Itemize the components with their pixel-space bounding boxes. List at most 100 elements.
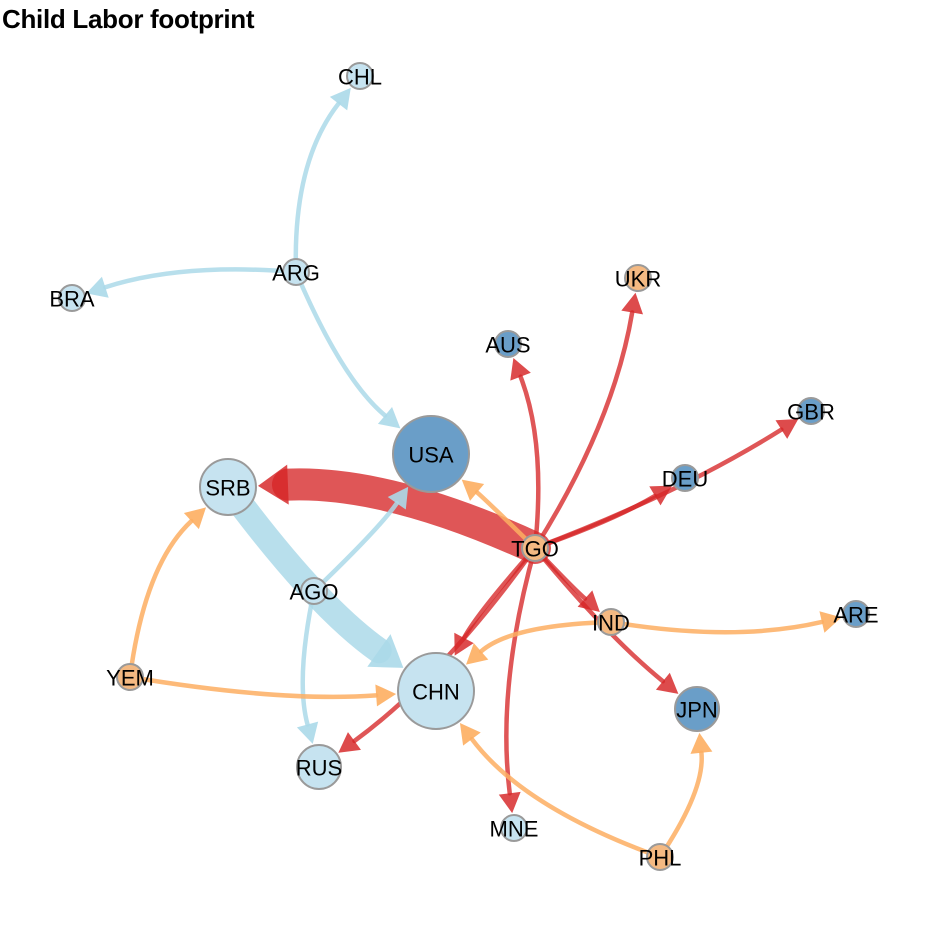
edge-arrowhead [510, 358, 531, 381]
edge-arrowhead [498, 791, 521, 814]
node-label: ARG [272, 261, 320, 286]
node-label: AGO [290, 580, 339, 605]
edge-arrowhead [655, 672, 679, 694]
node-ago[interactable]: AGO [290, 577, 339, 605]
edge-line [271, 468, 551, 564]
edge-ago-rus [296, 588, 319, 744]
node-circle [116, 663, 144, 691]
node-chl[interactable]: CHL [338, 62, 382, 90]
node-label: JPN [676, 698, 718, 723]
node-are[interactable]: ARE [833, 600, 879, 628]
node-phl[interactable]: PHL [639, 843, 682, 871]
chart-title: Child Labor footprint [2, 4, 255, 34]
edge-arg-usa [293, 269, 401, 429]
node-circle [346, 62, 374, 90]
node-label: YEM [106, 666, 154, 691]
edge-arrowhead [690, 732, 713, 754]
edge-tgo-mne [498, 545, 538, 814]
node-label: GBR [787, 400, 835, 425]
node-label: AUS [485, 333, 530, 358]
node-label: UKR [615, 267, 661, 292]
edge-line [127, 518, 194, 680]
edge-line [215, 474, 392, 664]
node-circle [500, 814, 528, 842]
edge-arg-bra [86, 267, 299, 298]
node-circle [671, 464, 699, 492]
node-circle [646, 843, 674, 871]
edge-arrowhead [466, 643, 489, 665]
node-circle [842, 600, 870, 628]
edge-tgo-ukr [532, 292, 644, 551]
node-srb[interactable]: SRB [199, 458, 257, 516]
node-label: MNE [490, 817, 539, 842]
edge-tgo-deu [532, 485, 673, 551]
node-circle [282, 258, 310, 286]
node-label: CHN [412, 680, 460, 705]
edge-arrowhead [367, 634, 404, 668]
edge-line [478, 619, 614, 654]
node-jpn[interactable]: JPN [674, 686, 720, 732]
edge-line [532, 310, 635, 551]
edge-line [103, 267, 299, 290]
node-ind[interactable]: IND [592, 608, 630, 636]
node-arg[interactable]: ARG [272, 258, 320, 286]
edge-arrowhead [621, 292, 644, 315]
node-label: PHL [639, 846, 682, 871]
edge-phl-chn [459, 723, 663, 860]
edge-yem-srb [127, 507, 207, 680]
node-circle [199, 458, 257, 516]
node-tgo[interactable]: TGO [511, 534, 559, 562]
edge-line [300, 588, 317, 727]
node-label: SRB [205, 476, 250, 501]
node-label: TGO [511, 537, 559, 562]
edge-arrowhead [819, 611, 842, 633]
edge-arrowhead [459, 723, 481, 746]
edge-line [469, 736, 663, 860]
edge-arrowhead [183, 507, 207, 530]
node-circle [392, 415, 470, 493]
node-circle [494, 330, 522, 358]
edge-line [293, 101, 341, 275]
node-circle [521, 534, 549, 562]
node-ukr[interactable]: UKR [615, 264, 661, 292]
node-usa[interactable]: USA [392, 415, 470, 493]
node-yem[interactable]: YEM [106, 663, 154, 691]
edge-arrowhead [375, 684, 397, 707]
node-mne[interactable]: MNE [490, 814, 539, 842]
node-aus[interactable]: AUS [485, 330, 531, 358]
edge-line [608, 619, 825, 635]
node-label: CHL [338, 65, 382, 90]
edge-arrowhead [296, 721, 319, 744]
node-circle [58, 284, 86, 312]
node-circle [597, 608, 625, 636]
node-deu[interactable]: DEU [662, 464, 708, 492]
edge-arrowhead [775, 418, 799, 439]
node-rus[interactable]: RUS [296, 744, 342, 790]
edge-line [657, 750, 704, 860]
edge-line [461, 545, 538, 641]
edge-yem-chn [127, 674, 397, 707]
edge-arrowhead [338, 732, 361, 753]
node-label: DEU [662, 467, 708, 492]
edge-arrowhead [329, 87, 351, 111]
edge-ind-chn [466, 619, 614, 665]
edge-layer [86, 87, 842, 860]
edge-line [293, 269, 388, 418]
edge-line [504, 545, 538, 796]
edge-ago-usa [311, 486, 409, 594]
node-chn[interactable]: CHN [397, 652, 475, 730]
node-label: RUS [296, 756, 342, 781]
edge-arrowhead [377, 407, 401, 429]
node-gbr[interactable]: GBR [787, 397, 835, 425]
edge-arrowhead [649, 485, 673, 506]
edge-line [127, 674, 379, 700]
node-circle [296, 744, 342, 790]
node-label: BRA [49, 287, 95, 312]
edge-line [518, 374, 541, 551]
node-bra[interactable]: BRA [49, 284, 95, 312]
edge-arrowhead [257, 464, 289, 505]
node-layer: CHL ARG BRA UKR AUS GBR USA DEU SRB TGO AGO IND ARE Y… [49, 62, 879, 871]
node-label: ARE [833, 603, 878, 628]
node-label: IND [592, 611, 630, 636]
node-circle [674, 686, 720, 732]
